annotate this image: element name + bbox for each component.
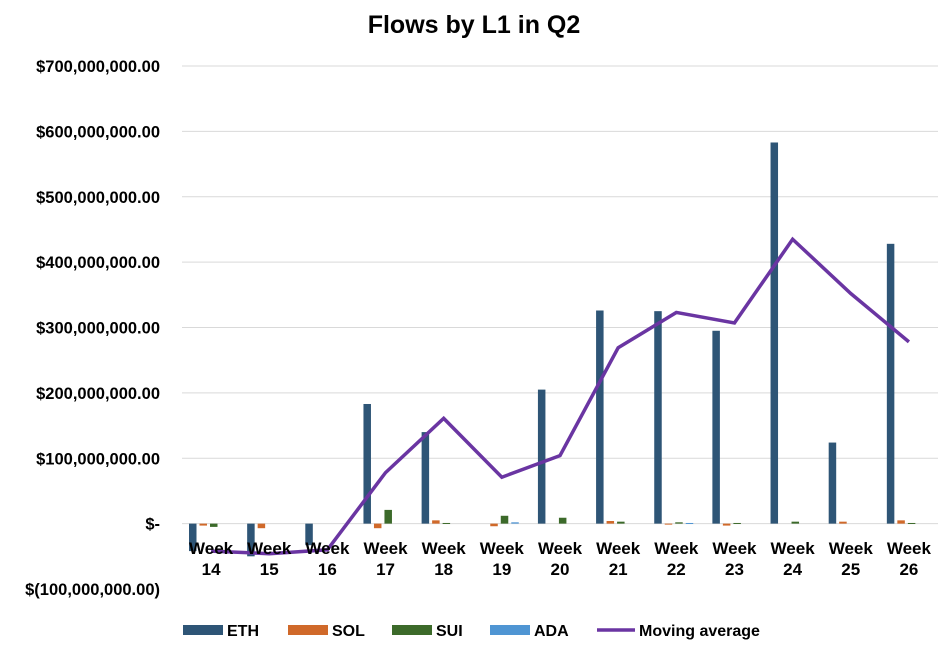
y-tick-label: $700,000,000.00 [36, 58, 160, 76]
bar-sui [558, 517, 567, 524]
bar-eth [596, 310, 604, 524]
bar-ada [685, 522, 694, 524]
bar-sol [839, 521, 847, 524]
bar-sol [490, 523, 498, 527]
bar-sui [384, 509, 392, 524]
y-tick-label: $100,000,000.00 [36, 450, 160, 468]
bar-layer [189, 142, 916, 557]
line-moving-average [210, 236, 911, 556]
bar-sol [722, 523, 731, 526]
line-layer [210, 236, 911, 556]
legend-item-moving-average: Moving average [597, 623, 760, 640]
x-tick-label: Week 15 [247, 539, 292, 579]
y-tick-label: $200,000,000.00 [36, 385, 160, 403]
bar-eth [247, 523, 255, 557]
bar-eth [770, 142, 779, 524]
y-tick-label: $400,000,000.00 [36, 254, 160, 272]
bar-eth [421, 432, 430, 524]
chart-title: Flows by L1 in Q2 [368, 11, 581, 39]
bar-sui [675, 522, 683, 524]
legend: ETH SOL SUI ADA Moving average [183, 623, 760, 640]
y-tick-label: $500,000,000.00 [36, 189, 160, 207]
bar-sui [210, 523, 218, 527]
bar-sui [907, 522, 916, 524]
y-axis-ticks: $700,000,000.00 $600,000,000.00 $500,000,0… [25, 58, 160, 599]
bar-eth [189, 523, 197, 552]
bar-sol [432, 520, 440, 524]
legend-swatch [490, 625, 530, 635]
bar-ada [511, 522, 519, 524]
legend-swatch [288, 625, 328, 635]
bar-sui [733, 522, 741, 524]
y-tick-label: $600,000,000.00 [36, 123, 160, 141]
legend-swatch [183, 625, 223, 635]
x-tick-label: Week 19 [480, 539, 525, 579]
x-tick-label: Week 23 [712, 539, 757, 579]
y-tick-label: $(100,000,000.00) [25, 581, 160, 599]
bar-sol [373, 523, 382, 529]
bar-eth [886, 243, 895, 524]
x-tick-label: Week 14 [189, 539, 234, 579]
x-tick-label: Week 17 [363, 539, 408, 579]
y-tick-label: $- [145, 516, 160, 534]
x-tick-label: Week 24 [771, 539, 816, 579]
x-tick-label: Week 21 [596, 539, 641, 579]
bar-sol [897, 520, 905, 524]
x-tick-label: Week 26 [887, 539, 932, 579]
x-axis-ticks: Week 14 Week 15 Week 16 Week 17 Week 18 Week 19 Week… [189, 539, 931, 579]
bar-eth [828, 442, 837, 524]
x-tick-label: Week 18 [422, 539, 467, 579]
bar-sui [442, 522, 451, 524]
legend-label: ADA [534, 623, 569, 640]
grid-layer [182, 65, 938, 525]
legend-item-sui: SUI [392, 623, 463, 640]
bar-eth [712, 330, 720, 524]
legend-label: SUI [436, 623, 463, 640]
bar-eth [363, 403, 371, 524]
legend-item-sol: SOL [288, 623, 365, 640]
legend-label: ETH [227, 623, 259, 640]
bar-sol [606, 521, 615, 524]
y-tick-label: $300,000,000.00 [36, 320, 160, 338]
bar-sui [500, 515, 509, 524]
x-tick-label: Week 22 [654, 539, 699, 579]
bar-sol [257, 523, 266, 529]
legend-swatch [392, 625, 432, 635]
legend-item-ada: ADA [490, 623, 569, 640]
x-tick-label: Week 25 [829, 539, 874, 579]
bar-eth [654, 311, 662, 524]
bar-sui [617, 521, 625, 524]
legend-item-eth: ETH [183, 623, 259, 640]
bar-eth [305, 523, 313, 546]
bar-eth [537, 389, 546, 524]
x-tick-label: Week 16 [305, 539, 350, 579]
bar-sol [664, 523, 673, 525]
legend-label: Moving average [639, 623, 760, 640]
bar-sui [791, 521, 800, 524]
legend-label: SOL [332, 623, 365, 640]
bar-sol [199, 523, 207, 526]
x-tick-label: Week 20 [538, 539, 583, 579]
